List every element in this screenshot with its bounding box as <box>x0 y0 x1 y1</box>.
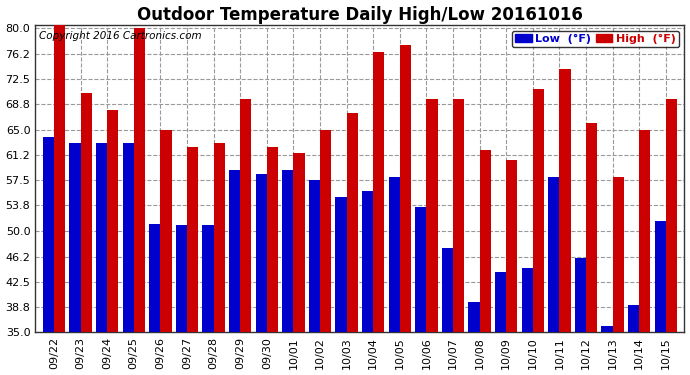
Bar <box>346 113 357 333</box>
Bar <box>522 268 533 333</box>
Bar <box>70 143 81 333</box>
Bar <box>628 306 639 333</box>
Bar <box>202 225 213 333</box>
Bar <box>639 130 651 333</box>
Bar <box>469 302 480 333</box>
Bar <box>134 28 145 333</box>
Bar <box>453 99 464 333</box>
Bar <box>495 272 506 333</box>
Bar <box>54 25 65 333</box>
Bar <box>373 52 384 333</box>
Bar <box>426 99 437 333</box>
Bar <box>415 207 426 333</box>
Bar <box>506 160 518 333</box>
Bar <box>81 93 92 333</box>
Bar <box>123 143 134 333</box>
Bar <box>293 153 304 333</box>
Bar <box>176 225 187 333</box>
Bar <box>442 248 453 333</box>
Text: Copyright 2016 Cartronics.com: Copyright 2016 Cartronics.com <box>39 31 201 41</box>
Bar <box>388 177 400 333</box>
Bar <box>96 143 107 333</box>
Title: Outdoor Temperature Daily High/Low 20161016: Outdoor Temperature Daily High/Low 20161… <box>137 6 583 24</box>
Bar <box>149 224 160 333</box>
Bar <box>549 177 560 333</box>
Bar <box>282 170 293 333</box>
Bar <box>213 143 225 333</box>
Bar <box>240 99 251 333</box>
Bar <box>107 110 118 333</box>
Bar <box>309 180 320 333</box>
Bar <box>187 147 198 333</box>
Bar <box>613 177 624 333</box>
Bar <box>255 174 267 333</box>
Bar <box>362 190 373 333</box>
Bar <box>335 197 346 333</box>
Bar <box>666 99 677 333</box>
Bar <box>43 136 54 333</box>
Bar <box>229 170 240 333</box>
Bar <box>160 130 172 333</box>
Bar <box>400 45 411 333</box>
Bar <box>586 123 597 333</box>
Bar <box>480 150 491 333</box>
Legend: Low  (°F), High  (°F): Low (°F), High (°F) <box>512 31 679 47</box>
Bar <box>575 258 586 333</box>
Bar <box>655 221 666 333</box>
Bar <box>602 326 613 333</box>
Bar <box>320 130 331 333</box>
Bar <box>267 147 278 333</box>
Bar <box>560 69 571 333</box>
Bar <box>533 89 544 333</box>
